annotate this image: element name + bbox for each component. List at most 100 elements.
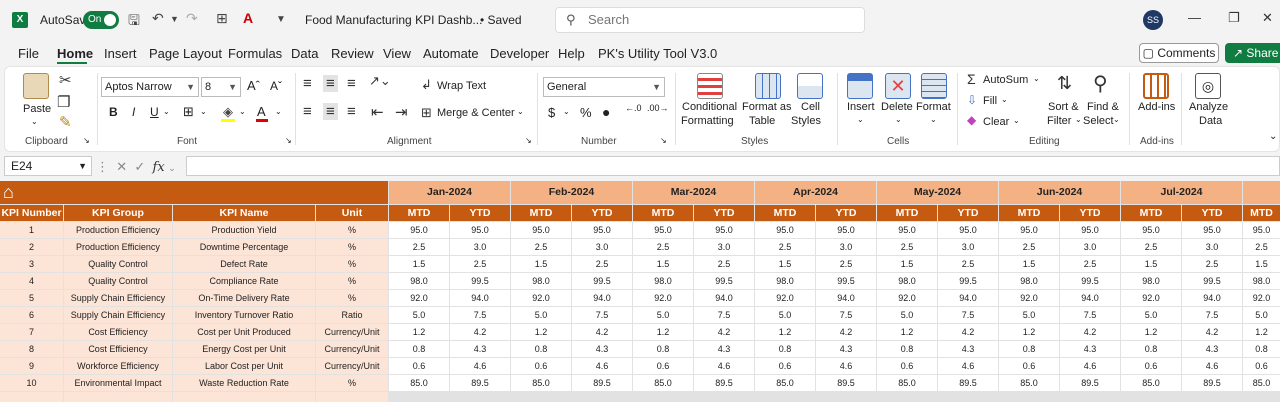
cell-styles-label-2[interactable]: Styles bbox=[791, 115, 821, 127]
kpi-group-cell[interactable]: Quality Control bbox=[64, 273, 172, 289]
align-left-icon[interactable]: ≡ bbox=[303, 103, 312, 120]
ytd-cell[interactable]: 89.5 bbox=[816, 375, 876, 391]
ytd-cell[interactable]: 4.6 bbox=[572, 358, 632, 374]
decrease-font-icon[interactable]: Aˇ bbox=[270, 79, 282, 93]
number-launcher-icon[interactable]: ↘ bbox=[660, 136, 667, 145]
mtd-cell[interactable]: 1.2 bbox=[1121, 324, 1181, 340]
ytd-cell[interactable]: 7.5 bbox=[816, 307, 876, 323]
ytd-cell[interactable]: 7.5 bbox=[938, 307, 998, 323]
font-launcher-icon[interactable]: ↘ bbox=[285, 136, 292, 145]
mtd-cell[interactable]: 2.5 bbox=[755, 239, 815, 255]
cut-icon[interactable]: ✂ bbox=[59, 72, 72, 89]
increase-decimal-icon[interactable]: ←.0 bbox=[625, 103, 642, 113]
unit-cell[interactable]: Currency/Unit bbox=[316, 341, 388, 357]
borders-icon[interactable]: ⊞ bbox=[216, 10, 228, 26]
clear-label[interactable]: Clear bbox=[983, 116, 1010, 128]
close-icon[interactable]: ✕ bbox=[1262, 10, 1273, 25]
mtd-cell[interactable]: 0.6 bbox=[877, 358, 937, 374]
search-box[interactable]: ⚲ bbox=[555, 7, 865, 33]
font-name-box[interactable]: Aptos Narrow ▼ bbox=[101, 77, 199, 97]
borders-icon[interactable]: ⊞ bbox=[183, 104, 194, 119]
ytd-cell[interactable]: 89.5 bbox=[1060, 375, 1120, 391]
cell-styles-label-1[interactable]: Cell bbox=[801, 101, 820, 113]
menu-formulas[interactable]: Formulas bbox=[228, 46, 283, 61]
wrap-text-icon[interactable]: ↲ bbox=[421, 77, 432, 92]
mtd-cell[interactable]: 0.6 bbox=[755, 358, 815, 374]
fill-icon[interactable]: ⇩ bbox=[967, 93, 978, 107]
mtd-cell[interactable]: 98.0 bbox=[999, 273, 1059, 289]
ytd-cell[interactable]: 89.5 bbox=[694, 375, 754, 391]
ytd-cell[interactable]: 4.2 bbox=[1182, 324, 1242, 340]
mtd-cell[interactable]: 2.5 bbox=[877, 239, 937, 255]
collapse-ribbon-icon[interactable]: ⌄ bbox=[1269, 131, 1278, 142]
fill-dropdown-icon[interactable]: ⌄ bbox=[1001, 95, 1008, 104]
unit-cell[interactable]: Ratio bbox=[316, 307, 388, 323]
align-top-icon[interactable]: ≡ bbox=[303, 75, 312, 92]
find-select-label-1[interactable]: Find & bbox=[1087, 101, 1119, 113]
search-input[interactable] bbox=[588, 12, 848, 27]
mtd-cell[interactable]: 1.5 bbox=[877, 256, 937, 272]
ytd-cell[interactable]: 94.0 bbox=[816, 290, 876, 306]
mtd-cell-partial[interactable]: 1.5 bbox=[1243, 256, 1280, 272]
align-bottom-icon[interactable]: ≡ bbox=[347, 75, 356, 92]
enter-icon[interactable]: ✓ bbox=[134, 159, 146, 174]
analyze-data-label-1[interactable]: Analyze bbox=[1189, 101, 1229, 113]
mtd-cell[interactable]: 95.0 bbox=[999, 222, 1059, 238]
mtd-cell-partial[interactable]: 98.0 bbox=[1243, 273, 1280, 289]
mtd-cell[interactable]: 1.5 bbox=[511, 256, 571, 272]
mtd-cell-partial[interactable]: 2.5 bbox=[1243, 239, 1280, 255]
insert-cells-icon[interactable] bbox=[847, 73, 873, 99]
ytd-cell[interactable]: 94.0 bbox=[1060, 290, 1120, 306]
save-status[interactable]: • Saved bbox=[480, 13, 522, 27]
eraser-icon[interactable]: ◆ bbox=[967, 113, 977, 127]
kpi-group-cell[interactable]: Environmental Impact bbox=[64, 375, 172, 391]
ytd-cell[interactable]: 4.3 bbox=[694, 341, 754, 357]
kpi-number-cell[interactable]: 9 bbox=[0, 358, 63, 374]
ytd-cell[interactable]: 3.0 bbox=[1060, 239, 1120, 255]
unit-cell[interactable]: % bbox=[316, 375, 388, 391]
avatar[interactable]: SS bbox=[1143, 10, 1163, 30]
spreadsheet-grid[interactable]: ⌂ KPI Number KPI Group KPI Name Unit Jan-2024… bbox=[0, 181, 1280, 402]
name-box[interactable]: E24 ▼ bbox=[4, 156, 92, 176]
ytd-cell[interactable]: 2.5 bbox=[572, 256, 632, 272]
ytd-cell[interactable]: 4.2 bbox=[938, 324, 998, 340]
mtd-cell[interactable]: 95.0 bbox=[877, 222, 937, 238]
analyze-data-icon[interactable]: ◎ bbox=[1195, 73, 1221, 99]
menu-help[interactable]: Help bbox=[558, 46, 585, 61]
ytd-cell[interactable]: 4.3 bbox=[816, 341, 876, 357]
menu-view[interactable]: View bbox=[383, 46, 411, 61]
mtd-cell[interactable]: 5.0 bbox=[633, 307, 693, 323]
increase-font-icon[interactable]: Aˆ bbox=[247, 78, 260, 93]
mtd-cell[interactable]: 92.0 bbox=[1121, 290, 1181, 306]
ytd-cell[interactable]: 99.5 bbox=[1060, 273, 1120, 289]
merge-center-icon[interactable]: ⊞ bbox=[421, 105, 432, 120]
ytd-cell[interactable]: 7.5 bbox=[1060, 307, 1120, 323]
ytd-cell[interactable]: 7.5 bbox=[694, 307, 754, 323]
mtd-cell[interactable]: 95.0 bbox=[511, 222, 571, 238]
menu-developer[interactable]: Developer bbox=[490, 46, 550, 61]
mtd-cell[interactable]: 0.6 bbox=[389, 358, 449, 374]
ytd-cell[interactable]: 2.5 bbox=[1182, 256, 1242, 272]
share-button[interactable]: ↗ Share bbox=[1225, 43, 1280, 63]
conditional-formatting-label-1[interactable]: Conditional bbox=[682, 101, 738, 113]
mtd-cell[interactable]: 5.0 bbox=[755, 307, 815, 323]
paste-label[interactable]: Paste bbox=[23, 103, 52, 115]
comma-style-icon[interactable]: ● bbox=[602, 104, 611, 120]
mtd-cell[interactable]: 1.5 bbox=[755, 256, 815, 272]
bold-icon[interactable]: B bbox=[109, 105, 118, 119]
mtd-cell-partial[interactable]: 92.0 bbox=[1243, 290, 1280, 306]
kpi-name-cell[interactable]: On-Time Delivery Rate bbox=[173, 290, 315, 306]
delete-dropdown-icon[interactable]: ⌄ bbox=[895, 115, 902, 124]
ytd-cell[interactable]: 4.6 bbox=[1182, 358, 1242, 374]
mtd-cell-partial[interactable]: 0.8 bbox=[1243, 341, 1280, 357]
mtd-cell[interactable]: 92.0 bbox=[877, 290, 937, 306]
number-format-box[interactable]: General ▼ bbox=[543, 77, 665, 97]
merge-center-label[interactable]: Merge & Center bbox=[437, 107, 515, 119]
mtd-cell[interactable]: 85.0 bbox=[511, 375, 571, 391]
save-icon[interactable]: 🖫 bbox=[128, 12, 140, 28]
customize-qat-icon[interactable]: ▼ bbox=[276, 14, 286, 25]
increase-indent-icon[interactable]: ⇥ bbox=[395, 104, 408, 121]
mtd-cell[interactable]: 98.0 bbox=[755, 273, 815, 289]
ytd-cell[interactable]: 95.0 bbox=[572, 222, 632, 238]
restore-icon[interactable]: ❐ bbox=[1228, 10, 1240, 25]
